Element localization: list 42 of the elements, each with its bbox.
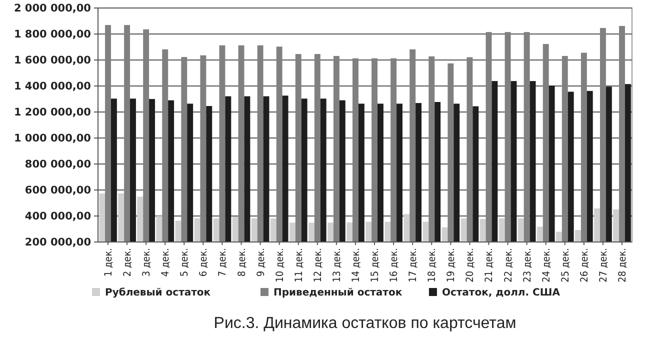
y-tick-label: 800 000,00 [24,158,91,171]
y-tick-label: 1 200 000,00 [14,106,91,119]
x-tick-label: 12 дек. [312,248,324,282]
x-tick-label: 22 дек. [503,248,514,282]
x-tick-label: 17 дек. [408,248,420,282]
y-tick-label: 2 000 000,00 [14,2,91,15]
x-tick-label: 13 дек. [332,248,343,282]
text: Рис.3. Динамика остатков по картсчетам [214,315,516,332]
x-tick-label: 20 дек. [465,248,476,282]
x-tick-label: 6 дек. [198,248,210,277]
x-tick-label: 27 дек. [598,248,610,282]
x-tick-label: 8 дек. [236,248,248,277]
y-tick-label: 600 000,00 [24,184,91,197]
x-tick-label: 7 дек. [218,248,229,277]
x-tick-label: 23 дек. [522,248,534,282]
x-tick-label: 14 дек. [350,248,362,282]
legend-label: Рублевый остаток [105,288,211,298]
x-tick-label: 28 дек. [618,248,629,282]
x-tick-label: 18 дек. [427,248,438,282]
x-tick-label: 25 дек. [560,248,572,282]
x-tick-label: 5 дек. [180,248,191,277]
legend-label: Приведенный остаток [273,288,402,298]
x-tick-label: 3 дек. [142,248,153,277]
y-tick-label: 1 600 000,00 [14,54,91,67]
x-tick-label: 9 дек. [256,248,267,277]
y-tick-label: 400 000,00 [24,210,91,223]
x-tick-label: 4 дек. [160,248,172,277]
legend-label: Остаток, долл. США [442,288,560,298]
x-tick-label: 1 дек. [103,248,114,277]
x-tick-label: 10 дек. [274,248,286,282]
x-tick-label: 15 дек. [370,248,382,282]
x-tick-label: 2 дек. [122,248,134,277]
x-tick-label: 16 дек. [389,248,400,282]
x-tick-label: 21 дек. [484,248,496,282]
y-tick-label: 1 800 000,00 [14,28,91,41]
x-tick-label: 11 дек. [294,248,305,282]
x-tick-label: 19 дек. [446,248,458,282]
x-tick-label: 26 дек. [579,248,590,282]
y-tick-label: 200 000,00 [24,236,91,249]
y-tick-label: 1 000 000,00 [14,132,91,145]
x-tick-label: 24 дек. [541,248,552,282]
y-tick-label: 1 400 000,00 [14,80,91,93]
